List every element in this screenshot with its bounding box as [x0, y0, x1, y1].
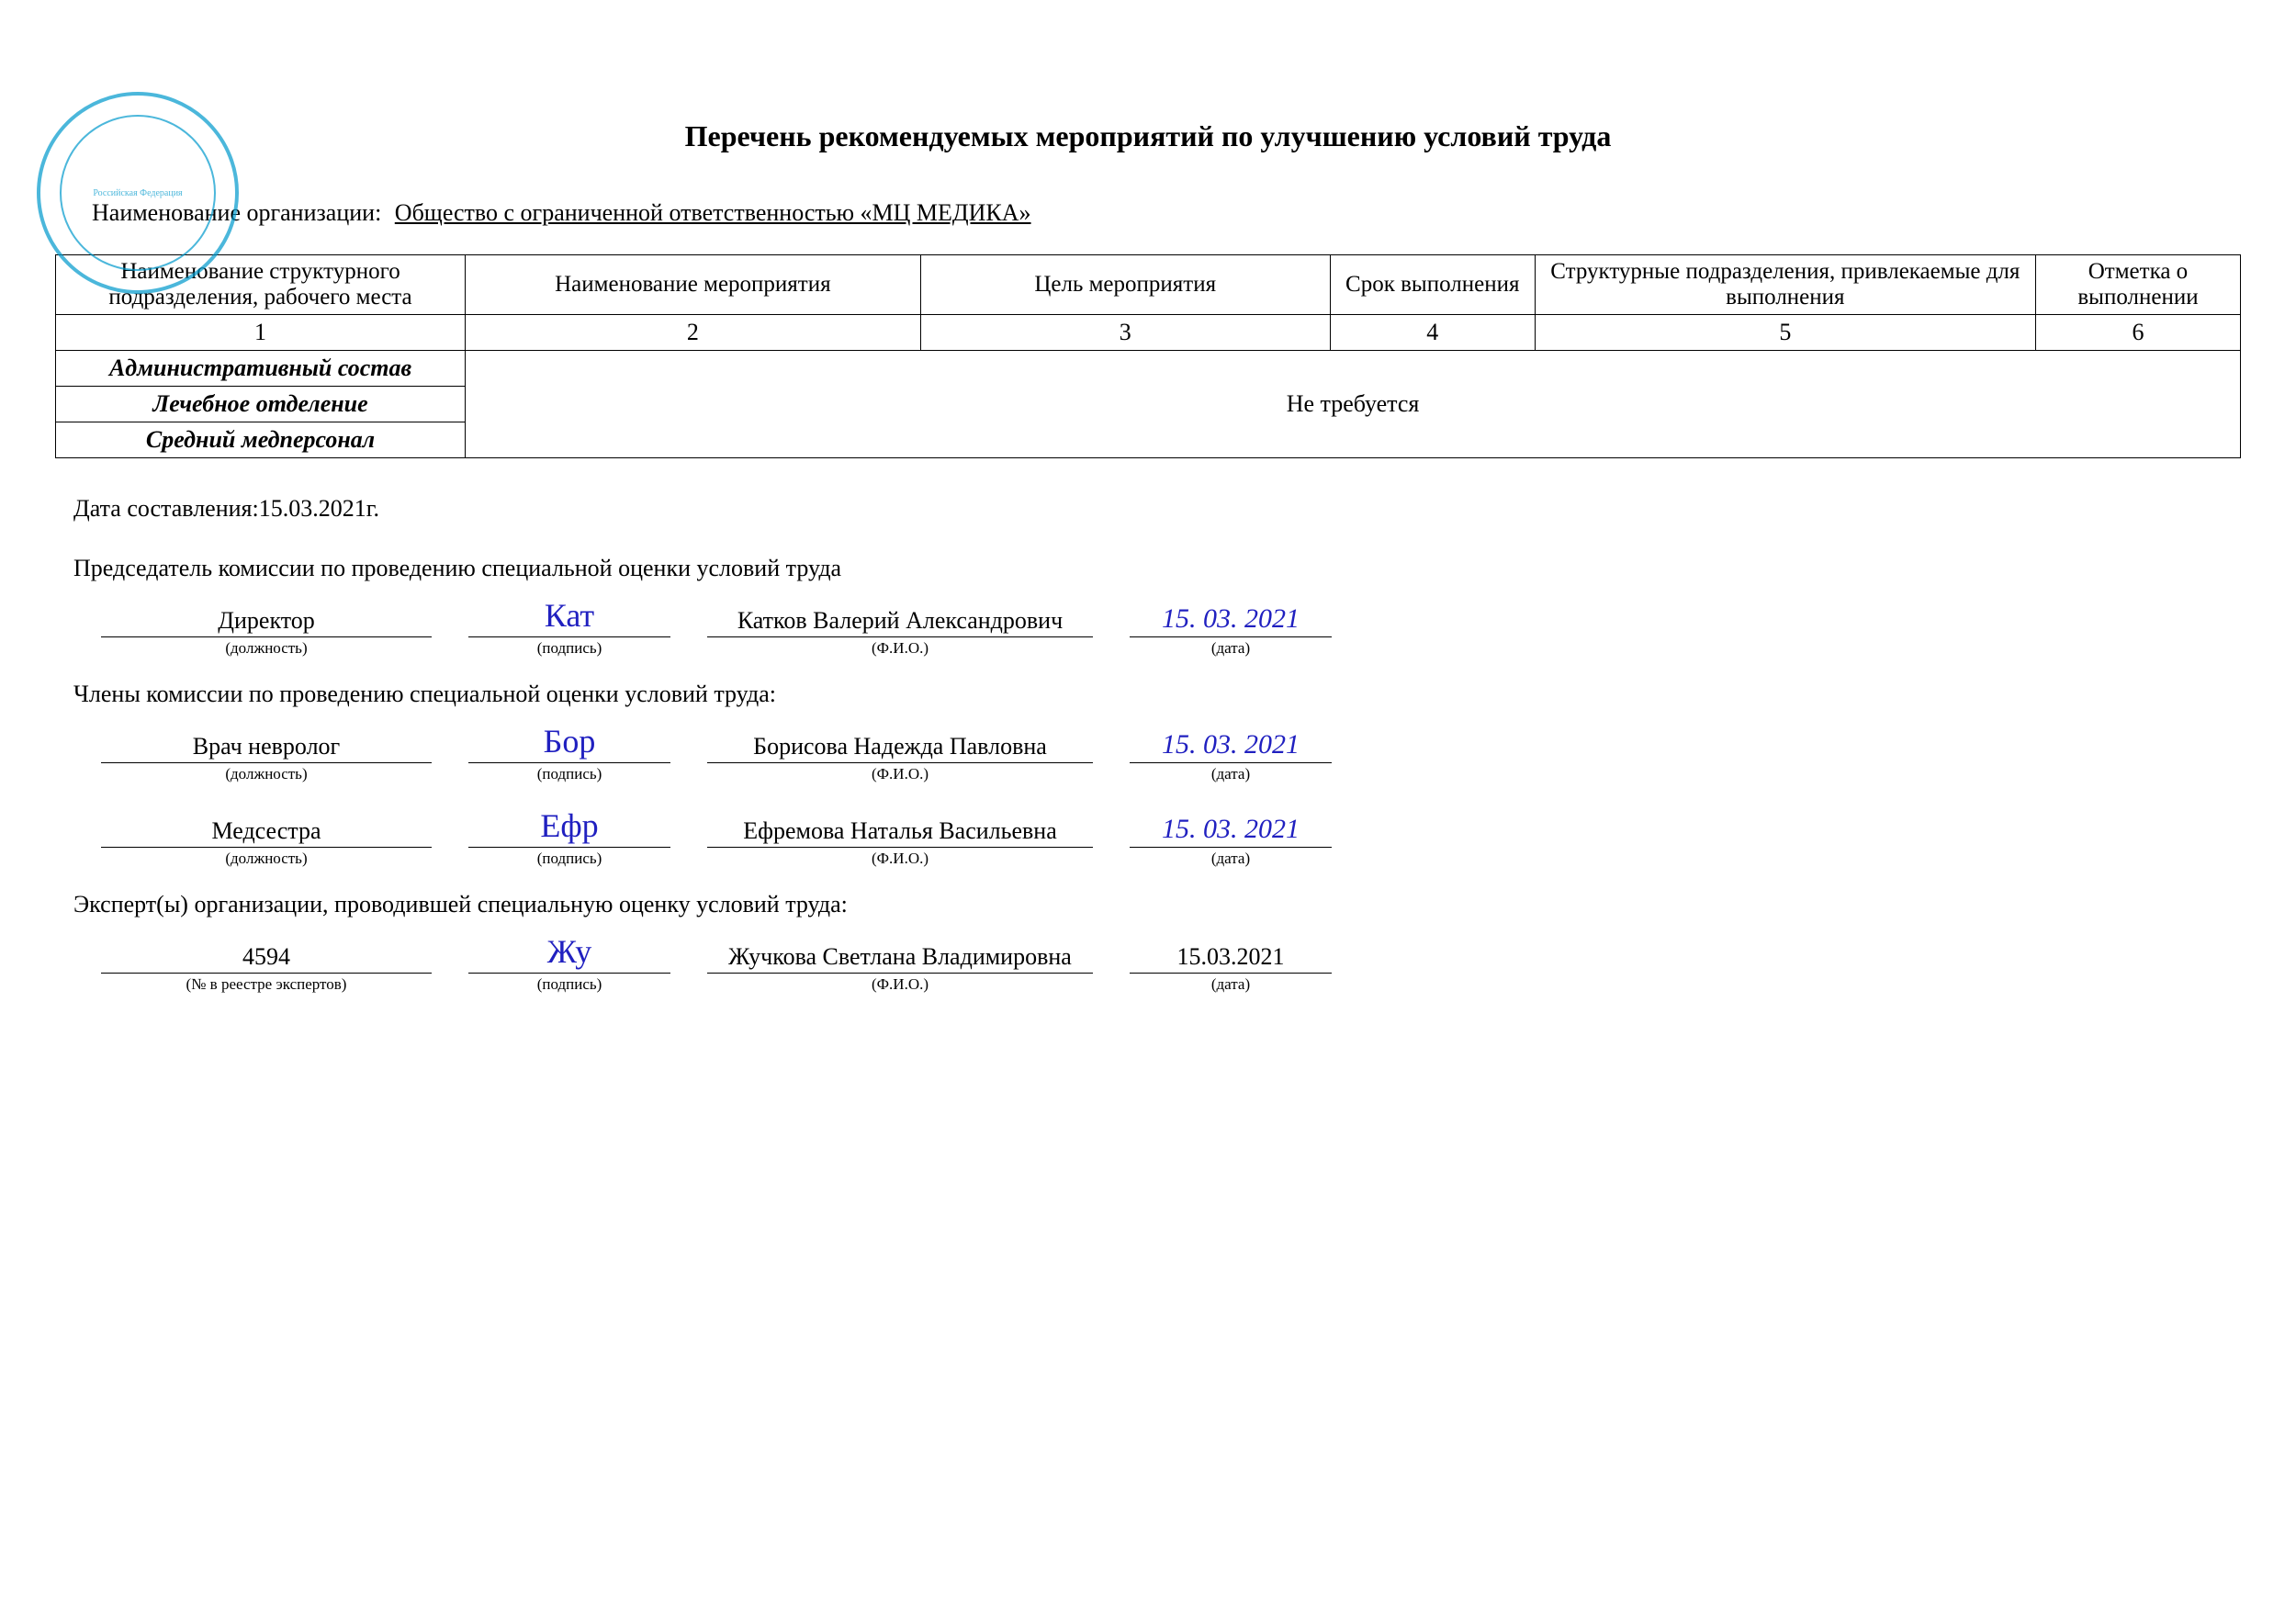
chairman-fio: Катков Валерий Александрович	[707, 607, 1093, 637]
member-date-cell: 15. 03. 2021 (дата)	[1130, 729, 1332, 783]
expert-fio-cell: Жучкова Светлана Владимировна (Ф.И.О.)	[707, 943, 1093, 994]
member-signature-row: Медсестра (должность) Ефр (подпись) Ефре…	[101, 806, 2241, 868]
measures-table: Наименование структурного подразделения,…	[55, 254, 2241, 458]
member-fio-cell: Ефремова Наталья Васильевна (Ф.И.О.)	[707, 817, 1093, 868]
row-label-2: Лечебное отделение	[56, 387, 466, 422]
row-label-3: Средний медперсонал	[56, 422, 466, 458]
table-num-row: 1 2 3 4 5 6	[56, 315, 2241, 351]
expert-date-cell: 15.03.2021 (дата)	[1130, 943, 1332, 994]
th-3: Цель мероприятия	[920, 255, 1330, 315]
member-date-cell: 15. 03. 2021 (дата)	[1130, 814, 1332, 868]
member-position: Медсестра	[101, 817, 432, 848]
chairman-title: Председатель комиссии по проведению спец…	[73, 555, 2241, 582]
member-fio-cell: Борисова Надежда Павловна (Ф.И.О.)	[707, 733, 1093, 783]
num-4: 4	[1330, 315, 1535, 351]
expert-sign-cell: Жу (подпись)	[468, 932, 670, 994]
member-position-cell: Медсестра (должность)	[101, 817, 432, 868]
member-sign-cell: Бор (подпись)	[468, 722, 670, 783]
sub-expert-id: (№ в реестре экспертов)	[186, 975, 347, 994]
member-sign: Бор	[468, 722, 670, 763]
chairman-sign-cell: Кат (подпись)	[468, 596, 670, 658]
document-title: Перечень рекомендуемых мероприятий по ул…	[55, 119, 2241, 153]
expert-sign: Жу	[468, 932, 670, 974]
expert-fio: Жучкова Светлана Владимировна	[707, 943, 1093, 974]
chairman-signature-row: Директор (должность) Кат (подпись) Катко…	[101, 596, 2241, 658]
compilation-date: Дата составления:15.03.2021г.	[73, 495, 2241, 523]
experts-title: Эксперт(ы) организации, проводившей спец…	[73, 891, 2241, 918]
chairman-fio-cell: Катков Валерий Александрович (Ф.И.О.)	[707, 607, 1093, 658]
member-position-cell: Врач невролог (должность)	[101, 733, 432, 783]
sub-fio: (Ф.И.О.)	[872, 975, 929, 994]
merged-cell: Не требуется	[466, 351, 2241, 458]
stamp-inner-text: Российская Федерация	[60, 115, 216, 271]
row-label-1: Административный состав	[56, 351, 466, 387]
chairman-position: Директор	[101, 607, 432, 637]
sub-date: (дата)	[1211, 765, 1250, 783]
num-2: 2	[466, 315, 921, 351]
member-fio: Борисова Надежда Павловна	[707, 733, 1093, 763]
expert-id-cell: 4594 (№ в реестре экспертов)	[101, 943, 432, 994]
member-sign: Ефр	[468, 806, 670, 848]
member-sign-cell: Ефр (подпись)	[468, 806, 670, 868]
sub-position: (должность)	[225, 765, 307, 783]
num-1: 1	[56, 315, 466, 351]
chairman-date-cell: 15. 03. 2021 (дата)	[1130, 603, 1332, 658]
date-value: 15.03.2021г.	[259, 495, 379, 522]
member-position: Врач невролог	[101, 733, 432, 763]
official-stamp: Российская Федерация	[37, 92, 239, 294]
th-6: Отметка о выполнении	[2035, 255, 2240, 315]
sub-sign: (подпись)	[537, 850, 602, 868]
th-5: Структурные подразделения, привлекаемые …	[1535, 255, 2035, 315]
chairman-position-cell: Директор (должность)	[101, 607, 432, 658]
sub-sign: (подпись)	[537, 975, 602, 994]
member-date: 15. 03. 2021	[1130, 729, 1332, 763]
sub-date: (дата)	[1211, 975, 1250, 994]
member-fio: Ефремова Наталья Васильевна	[707, 817, 1093, 848]
sub-date: (дата)	[1211, 850, 1250, 868]
sub-fio: (Ф.И.О.)	[872, 765, 929, 783]
member-signature-row: Врач невролог (должность) Бор (подпись) …	[101, 722, 2241, 783]
sub-date: (дата)	[1211, 639, 1250, 658]
organization-line: Наименование организации: Общество с огр…	[92, 199, 2241, 227]
expert-id: 4594	[101, 943, 432, 974]
sub-fio: (Ф.И.О.)	[872, 639, 929, 658]
table-header-row: Наименование структурного подразделения,…	[56, 255, 2241, 315]
num-5: 5	[1535, 315, 2035, 351]
org-value: Общество с ограниченной ответственностью…	[388, 199, 1039, 226]
chairman-date: 15. 03. 2021	[1130, 603, 1332, 637]
sub-position: (должность)	[225, 850, 307, 868]
sub-position: (должность)	[225, 639, 307, 658]
num-6: 6	[2035, 315, 2240, 351]
th-2: Наименование мероприятия	[466, 255, 921, 315]
sub-sign: (подпись)	[537, 765, 602, 783]
num-3: 3	[920, 315, 1330, 351]
th-4: Срок выполнения	[1330, 255, 1535, 315]
sub-sign: (подпись)	[537, 639, 602, 658]
chairman-sign: Кат	[468, 596, 670, 637]
date-label: Дата составления:	[73, 495, 259, 522]
sub-fio: (Ф.И.О.)	[872, 850, 929, 868]
expert-date: 15.03.2021	[1130, 943, 1332, 974]
expert-signature-row: 4594 (№ в реестре экспертов) Жу (подпись…	[101, 932, 2241, 994]
member-date: 15. 03. 2021	[1130, 814, 1332, 848]
members-title: Члены комиссии по проведению специальной…	[73, 681, 2241, 708]
table-row: Административный состав Не требуется	[56, 351, 2241, 387]
